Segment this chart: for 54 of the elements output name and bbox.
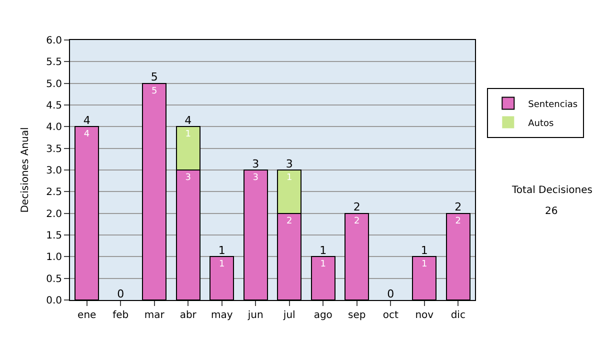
y-tick-label: 1.0 xyxy=(46,252,62,264)
y-tick-label: 1.5 xyxy=(46,230,62,242)
y-tick-label: 4.5 xyxy=(46,100,62,112)
data-label: 2 xyxy=(286,216,292,226)
y-tick-label: 5.0 xyxy=(46,78,62,90)
y-tick-label: 0.5 xyxy=(46,274,62,285)
x-tick-label: nov xyxy=(415,310,434,321)
data-label: 2 xyxy=(455,216,461,226)
y-tick-label: 4.0 xyxy=(46,122,62,134)
text: 26 xyxy=(545,206,558,217)
x-tick-label: oct xyxy=(382,310,398,321)
legend-label: Sentencias xyxy=(528,100,578,110)
total-label: 5 xyxy=(150,70,158,84)
x-tick-label: abr xyxy=(180,310,198,321)
total-label: 3 xyxy=(286,157,293,170)
data-label: 4 xyxy=(84,130,90,140)
data-label: 1 xyxy=(286,173,292,183)
data-label: 1 xyxy=(422,260,428,270)
data-label: 2 xyxy=(354,216,360,226)
y-tick-label: 3.5 xyxy=(46,144,62,155)
total-label: 1 xyxy=(420,244,428,257)
total-label: 2 xyxy=(353,200,360,214)
total-label: 0 xyxy=(117,287,124,300)
data-label: 3 xyxy=(252,173,258,183)
total-label: 0 xyxy=(387,287,394,300)
total-label: 4 xyxy=(184,114,192,127)
data-label: 3 xyxy=(185,173,191,183)
total-label: 1 xyxy=(320,244,327,257)
x-tick-label: ene xyxy=(78,310,96,321)
data-label: 1 xyxy=(185,130,191,140)
total-label: 3 xyxy=(252,157,260,170)
x-tick-label: jun xyxy=(246,310,264,321)
data-label: 1 xyxy=(320,260,326,270)
data-label: 5 xyxy=(152,86,158,96)
y-tick-label: 3.0 xyxy=(46,166,62,176)
x-tick-label: jul xyxy=(282,310,296,321)
x-tick-label: sep xyxy=(348,310,366,321)
y-tick-label: 5.5 xyxy=(46,57,62,68)
text: Total Decisiones xyxy=(511,185,592,196)
x-tick-label: ago xyxy=(314,310,332,321)
y-tick-label: 0.0 xyxy=(46,296,62,306)
total-label: 2 xyxy=(454,200,462,214)
total-label: 4 xyxy=(83,114,90,127)
legend-label: Autos xyxy=(528,118,554,129)
x-tick-label: mar xyxy=(144,310,166,321)
y-axis-title: Decisiones Anual xyxy=(20,127,32,213)
y-tick-label: 2.5 xyxy=(46,187,62,198)
data-label: 1 xyxy=(219,260,225,270)
total-label: 1 xyxy=(218,244,226,257)
x-tick-label: may xyxy=(210,310,233,321)
x-tick-label: dic xyxy=(450,310,466,321)
y-tick-label: 2.0 xyxy=(46,208,62,220)
x-tick-label: feb xyxy=(112,310,129,321)
y-tick-label: 6.0 xyxy=(46,36,62,46)
